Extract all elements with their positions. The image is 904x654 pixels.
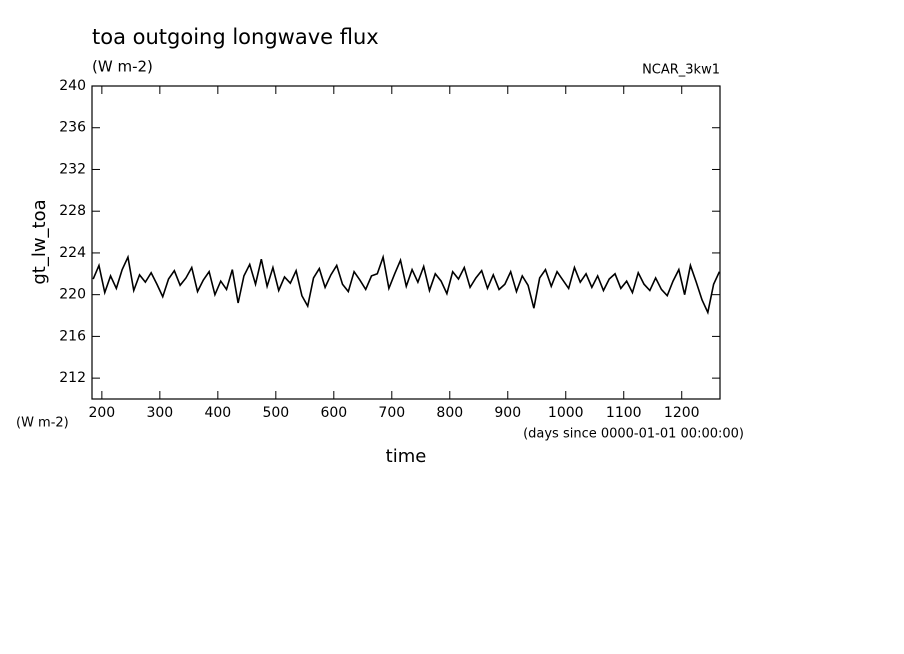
x-tick-label: 1200 (664, 405, 700, 421)
x-tick-label: 200 (88, 405, 115, 421)
data-line (92, 253, 721, 315)
x-tick-label: 1000 (548, 405, 584, 421)
y-tick-label: 216 (59, 328, 86, 344)
x-unit: (days since 0000-01-01 00:00:00) (523, 427, 744, 442)
x-tick-label: 600 (320, 405, 347, 421)
x-tick-label: 1100 (606, 405, 642, 421)
x-tick-label: 500 (262, 405, 289, 421)
plot-frame (91, 85, 721, 400)
y-unit: (W m-2) (16, 416, 69, 431)
x-axis-label: time (386, 446, 427, 467)
y-tick-label: 232 (59, 161, 86, 177)
y-tick-label: 240 (59, 78, 86, 94)
x-tick-label: 800 (436, 405, 463, 421)
x-tick-label: 300 (146, 405, 173, 421)
y-axis-label: gt_lw_toa (29, 199, 50, 284)
chart-title: toa outgoing longwave flux (92, 25, 379, 49)
y-tick-label: 228 (59, 203, 86, 219)
y-tick-label: 236 (59, 120, 86, 136)
chart-subtitle: (W m-2) (92, 58, 153, 76)
y-tick-label: 224 (59, 245, 86, 261)
y-tick-label: 220 (59, 287, 86, 303)
x-tick-label: 700 (378, 405, 405, 421)
x-tick-label: 400 (204, 405, 231, 421)
annotation: NCAR_3kw1 (642, 63, 720, 78)
x-tick-label: 900 (494, 405, 521, 421)
y-tick-label: 212 (59, 370, 86, 386)
